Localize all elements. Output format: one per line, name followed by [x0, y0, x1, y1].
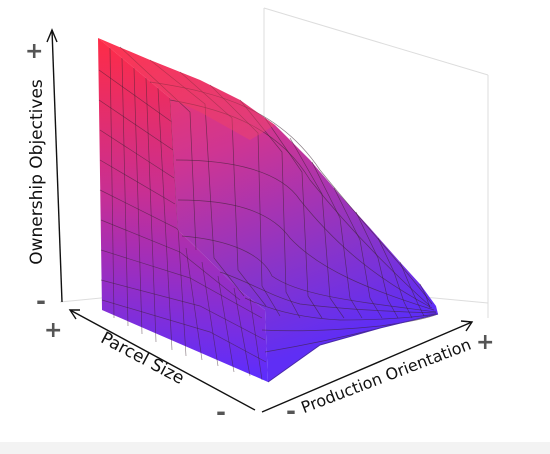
depth-axis-near-sign: -: [216, 398, 226, 426]
depth-axis-far-sign: +: [44, 318, 62, 343]
vertical-axis-label: Ownership Objectives: [27, 79, 47, 265]
vertical-axis-min-sign: -: [36, 287, 46, 315]
surface-base-edge: [267, 313, 439, 383]
horizontal-axis-label: Production Orientation: [298, 335, 473, 417]
horizontal-axis: [261, 320, 474, 413]
vertical-axis: [46, 28, 63, 303]
surface-right-face: [98, 38, 439, 382]
depth-axis: [68, 309, 256, 411]
bottom-strip: [0, 442, 550, 454]
vertical-axis-max-sign: +: [25, 39, 43, 64]
surface-left-face: [98, 38, 268, 382]
horizontal-axis-min-sign: -: [286, 397, 296, 425]
horizontal-axis-max-sign: +: [476, 330, 494, 355]
